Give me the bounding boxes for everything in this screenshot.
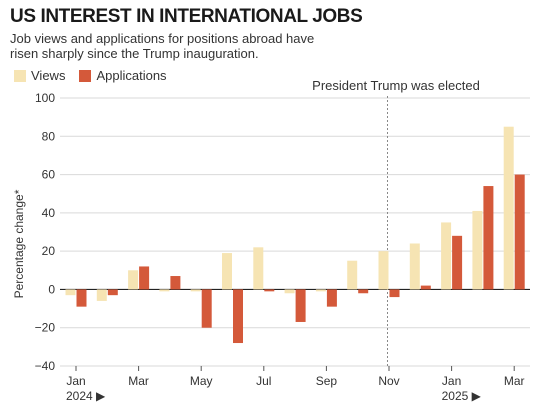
bar-views-9	[347, 260, 358, 290]
bar-applications-9	[358, 289, 369, 294]
bar-views-4	[190, 289, 201, 292]
bar-views-2	[128, 270, 139, 290]
bar-views-5	[222, 253, 232, 290]
bar-applications-7	[295, 289, 306, 322]
bar-applications-11	[420, 285, 431, 290]
x-tick-label: May	[190, 374, 213, 388]
bar-views-12	[441, 222, 452, 290]
bar-views-13	[472, 210, 483, 290]
x-tick-label: Sep	[316, 374, 338, 388]
x-tick-label: Jan	[66, 374, 85, 388]
x-tick-label: Mar	[504, 374, 525, 388]
x-tick-label: Nov	[378, 374, 399, 388]
y-tick-label: 80	[42, 129, 56, 143]
y-axis: Percentage change* 100 80 60 40 20 0 −20 −40	[12, 91, 55, 373]
y-tick-label: 60	[42, 168, 56, 182]
legend-label-views: Views	[31, 68, 66, 83]
bar-views-3	[159, 289, 170, 292]
bar-views-6	[253, 247, 264, 290]
bar-applications-12	[452, 235, 463, 290]
election-annotation: President Trump was elected	[312, 78, 480, 366]
chart-subtitle: Job views and applications for positions…	[10, 31, 315, 61]
legend-item-applications: Applications	[79, 68, 167, 83]
bar-views-7	[284, 289, 295, 294]
gridlines	[60, 97, 530, 367]
bar-applications-10	[389, 289, 400, 298]
bar-applications-2	[139, 266, 150, 290]
bar-applications-4	[201, 289, 212, 328]
bar-applications-0	[76, 289, 87, 307]
x-year-label: 2024 ▶	[66, 389, 106, 403]
bar-views-10	[378, 251, 389, 290]
y-tick-label: 40	[42, 206, 56, 220]
election-annotation-label: President Trump was elected	[312, 78, 480, 93]
x-tick-label: Mar	[128, 374, 149, 388]
legend-swatch-applications	[79, 69, 92, 82]
bar-views-8	[315, 289, 326, 292]
bar-applications-13	[483, 186, 494, 290]
y-tick-label: −40	[35, 359, 56, 373]
bar-applications-1	[107, 289, 118, 296]
x-year-label: 2025 ▶	[442, 389, 482, 403]
x-tick-label: Jan	[442, 374, 461, 388]
y-tick-label: −20	[35, 321, 56, 335]
bars	[65, 126, 525, 344]
bar-applications-5	[233, 289, 243, 344]
bar-views-14	[503, 126, 514, 290]
bar-applications-14	[514, 174, 525, 290]
legend: Views Applications	[14, 68, 181, 83]
y-tick-label: 0	[48, 282, 55, 296]
bar-views-1	[96, 289, 107, 301]
bar-views-0	[65, 289, 76, 296]
chart-title: US INTEREST IN INTERNATIONAL JOBS	[10, 6, 363, 27]
legend-item-views: Views	[14, 68, 65, 83]
bar-views-11	[409, 243, 420, 290]
bar-applications-8	[326, 289, 337, 307]
x-tick-label: Jul	[256, 374, 271, 388]
y-axis-label: Percentage change*	[12, 189, 26, 298]
y-tick-label: 100	[35, 91, 55, 105]
legend-label-applications: Applications	[96, 68, 167, 83]
y-tick-label: 20	[42, 244, 56, 258]
bar-applications-6	[264, 289, 275, 292]
bar-applications-3	[170, 276, 181, 290]
legend-swatch-views	[14, 69, 26, 82]
